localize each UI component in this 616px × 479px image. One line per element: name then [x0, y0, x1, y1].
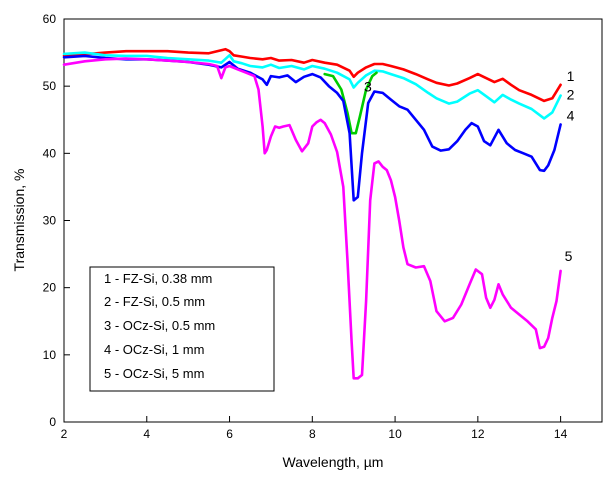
y-tick-label: 0 [49, 415, 56, 429]
y-tick-label: 40 [43, 146, 57, 160]
legend-entry: 5 - OCz-Si, 5 mm [104, 366, 204, 381]
x-axis-title: Wavelength, µm [283, 454, 384, 470]
x-tick-label: 14 [554, 427, 568, 441]
series-2-label: 2 [567, 87, 575, 103]
series-1-line [62, 47, 562, 103]
y-tick-label: 20 [43, 281, 57, 295]
legend-entry: 1 - FZ-Si, 0.38 mm [104, 271, 212, 286]
series-5-line [62, 57, 562, 380]
series-2-line [62, 51, 562, 120]
y-tick-label: 60 [43, 12, 57, 26]
y-axis-title: Transmission, % [11, 169, 27, 272]
legend-entry: 3 - OCz-Si, 0.5 mm [104, 318, 215, 333]
y-tick-label: 50 [43, 79, 57, 93]
legend-box [89, 266, 275, 392]
axis-ticks: 2 4 6 8 10 12 14 0 10 20 30 40 50 60 [43, 12, 568, 441]
legend-entry: 2 - FZ-Si, 0.5 mm [104, 294, 205, 309]
x-tick-label: 2 [61, 427, 68, 441]
x-tick-label: 10 [388, 427, 402, 441]
x-tick-label: 6 [226, 427, 233, 441]
series-3-label: 3 [364, 79, 372, 95]
series-5-label: 5 [565, 248, 573, 264]
legend-entry: 4 - OCz-Si, 1 mm [104, 342, 204, 357]
x-tick-label: 8 [309, 427, 316, 441]
series-group [62, 47, 562, 380]
series-labels: 1 2 3 4 5 [364, 68, 575, 264]
series-1-label: 1 [567, 68, 575, 84]
series-4-line [62, 54, 562, 202]
x-tick-label: 12 [471, 427, 485, 441]
y-tick-label: 10 [43, 348, 57, 362]
y-tick-label: 30 [43, 214, 57, 228]
x-tick-label: 4 [143, 427, 150, 441]
series-3-line [323, 71, 378, 135]
series-4-label: 4 [567, 107, 575, 123]
legend: 1 - FZ-Si, 0.38 mm 2 - FZ-Si, 0.5 mm 3 -… [89, 266, 275, 392]
